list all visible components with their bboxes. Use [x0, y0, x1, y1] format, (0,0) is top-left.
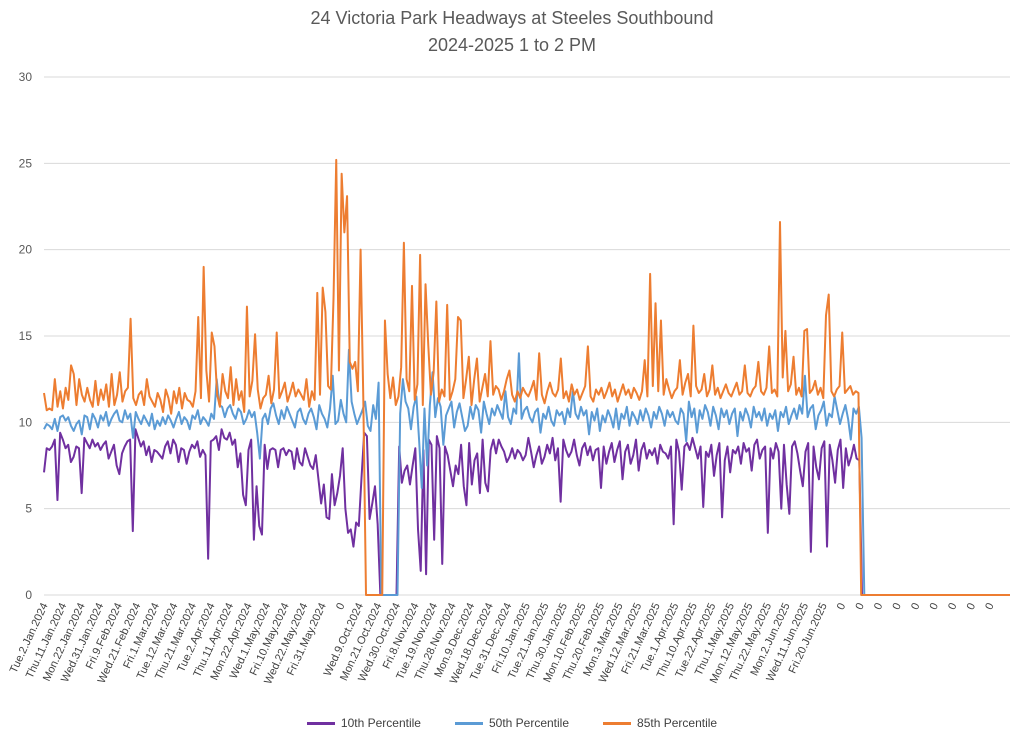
gridlines — [44, 76, 1010, 596]
legend-swatch-10th — [306, 721, 335, 725]
y-tick-label: 15 — [19, 329, 33, 343]
x-tick-label: 0 — [872, 601, 885, 612]
legend-item-85th[interactable]: 85th Percentile — [603, 716, 717, 730]
x-tick-label: 0 — [946, 601, 959, 612]
chart-title: 24 Victoria Park Headways at Steeles Sou… — [310, 8, 714, 28]
x-tick-label: 0 — [983, 601, 996, 612]
legend-swatch-85th — [603, 721, 632, 725]
y-tick-label: 20 — [19, 243, 33, 257]
y-tick-label: 25 — [19, 156, 33, 170]
x-tick-label: 0 — [835, 601, 848, 612]
x-tick-label: 0 — [853, 601, 866, 612]
y-axis-ticks: 0 5 10 15 20 25 30 — [19, 70, 33, 602]
x-axis-ticks: Tue.2.Jan.2024Thu.11.Jan.2024Mon.22.Jan.… — [8, 601, 997, 686]
chart-subtitle: 2024-2025 1 to 2 PM — [427, 35, 597, 55]
series-lines — [43, 158, 1010, 596]
x-tick-label: 0 — [965, 601, 978, 612]
y-tick-label: 30 — [19, 70, 33, 84]
y-tick-label: 10 — [19, 415, 33, 429]
legend-label-85th: 85th Percentile — [637, 716, 718, 730]
x-tick-label: 0 — [891, 601, 904, 612]
legend-item-50th[interactable]: 50th Percentile — [454, 716, 570, 730]
legend: 10th Percentile 50th Percentile 85th Per… — [0, 716, 1024, 730]
series-line-2 — [43, 158, 1010, 596]
x-tick-label: 0 — [909, 601, 922, 612]
series-line-0 — [43, 428, 1010, 596]
legend-item-10th[interactable]: 10th Percentile — [306, 716, 421, 730]
x-tick-label: 0 — [928, 601, 941, 612]
series-line-1 — [43, 348, 1010, 596]
legend-label-10th: 10th Percentile — [340, 716, 421, 730]
legend-swatch-50th — [454, 721, 483, 725]
x-tick-label: 0 — [334, 601, 347, 612]
y-tick-label: 0 — [25, 588, 32, 602]
legend-label-50th: 50th Percentile — [488, 716, 570, 730]
y-tick-label: 5 — [25, 502, 32, 516]
